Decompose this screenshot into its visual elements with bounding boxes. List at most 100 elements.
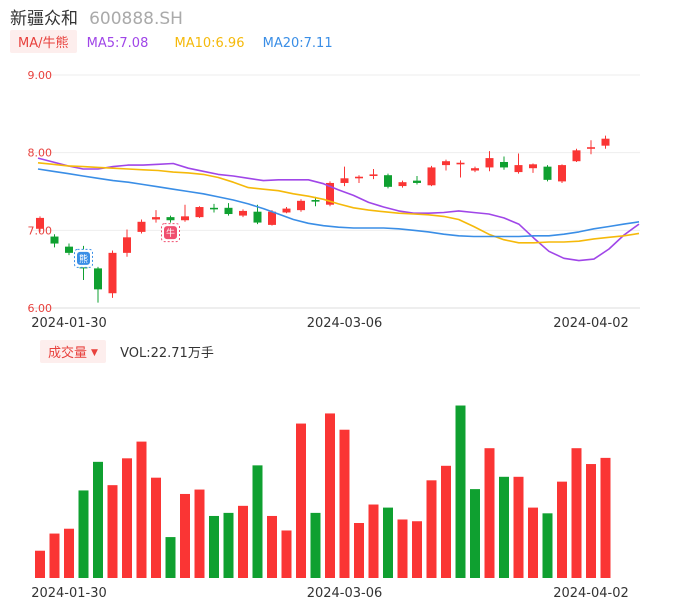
volume-bar — [93, 461, 103, 578]
candle-body — [572, 150, 581, 162]
candle-body — [326, 182, 334, 205]
volume-bar — [499, 476, 509, 578]
candle-body — [224, 207, 233, 215]
volume-bar — [339, 429, 350, 578]
candle-body — [587, 147, 595, 149]
candle-body — [311, 200, 320, 202]
bull-marker: 牛 — [161, 223, 180, 243]
x-tick-label: 2024-01-30 — [31, 586, 107, 601]
candle — [224, 203, 233, 216]
candle-body — [369, 174, 378, 176]
volume-bar — [223, 512, 234, 578]
volume-bar — [383, 507, 393, 578]
candle-body — [123, 237, 131, 253]
candle — [210, 203, 218, 213]
marker-label: 牛 — [166, 227, 175, 239]
candle — [572, 148, 581, 162]
volume-bar — [484, 448, 495, 578]
x-tick-label: 2024-03-06 — [307, 586, 383, 601]
volume-bar — [470, 489, 480, 578]
candle-body — [253, 211, 262, 223]
volume-bar — [194, 489, 205, 578]
candle-body — [427, 167, 436, 186]
marker-badge — [77, 251, 90, 265]
candle — [543, 165, 552, 182]
volume-bar — [310, 512, 321, 578]
candle — [500, 156, 508, 170]
volume-value: VOL:22.71万手 — [120, 346, 214, 361]
candle — [355, 175, 363, 183]
ma20-line — [37, 168, 640, 238]
volume-bar — [513, 476, 524, 578]
candle — [137, 219, 146, 234]
volume-bar — [151, 477, 161, 578]
candle — [195, 206, 204, 218]
candle — [587, 140, 595, 155]
price-x-axis: 2024-01-30 2024-03-06 2024-04-02 — [31, 316, 629, 331]
candle — [311, 196, 320, 207]
candle-body — [471, 168, 479, 171]
price-grid — [32, 74, 640, 309]
volume-bar — [397, 519, 408, 578]
volume-bar — [238, 505, 248, 578]
candle-body — [529, 164, 537, 169]
candle-body — [181, 216, 189, 221]
candle-body — [384, 175, 392, 187]
ma-legend: MA/牛熊 MA5:7.08 MA10:6.96 MA20:7.11 — [10, 30, 333, 54]
candle — [94, 266, 102, 303]
candle-body — [94, 268, 102, 290]
stock-code: 600888.SH — [89, 9, 183, 29]
candle-body — [485, 158, 494, 168]
candle-body — [340, 178, 349, 183]
caret-down-icon: ▼ — [91, 348, 98, 358]
candle — [268, 210, 276, 226]
indicator-selector[interactable]: MA/牛熊 — [10, 30, 77, 53]
candlestick-series — [36, 135, 610, 303]
candle-body — [268, 211, 276, 225]
volume-bar — [64, 528, 74, 578]
stock-header: 新疆众和 600888.SH — [10, 4, 183, 29]
candle — [471, 166, 479, 173]
volume-series — [35, 405, 611, 578]
x-tick-label: 2024-04-02 — [553, 586, 629, 601]
price-y-axis: 6.007.008.009.00 — [28, 69, 53, 315]
candle — [485, 151, 494, 172]
volume-bar — [354, 523, 364, 578]
volume-bar — [49, 533, 60, 578]
volume-bar — [542, 513, 553, 578]
volume-bar — [267, 515, 277, 578]
volume-bar — [368, 504, 379, 578]
candle — [456, 160, 465, 178]
candle — [413, 175, 421, 185]
candle-body — [210, 207, 218, 210]
candle — [123, 229, 131, 257]
volume-label: 成交量 — [48, 346, 88, 361]
candle — [514, 153, 523, 174]
candle — [253, 204, 262, 225]
candle-body — [282, 208, 291, 213]
volume-bar — [296, 423, 306, 578]
candle-body — [152, 217, 160, 220]
volume-bar — [252, 465, 263, 578]
candle-body — [543, 166, 552, 180]
candle-body — [166, 217, 175, 221]
candle — [369, 168, 378, 180]
candle-body — [355, 176, 363, 179]
y-tick-label: 9.00 — [28, 69, 53, 82]
volume-bar — [455, 405, 466, 578]
x-tick-label: 2024-04-02 — [553, 316, 629, 331]
bull-bear-markers: 熊牛 — [74, 223, 180, 268]
ma10-line — [37, 162, 640, 244]
candle — [340, 166, 349, 187]
candle-body — [456, 162, 465, 165]
stock-name: 新疆众和 — [10, 9, 78, 29]
candle-body — [413, 180, 421, 183]
candle-body — [514, 165, 523, 173]
candle — [181, 204, 189, 222]
volume-indicator-selector[interactable]: 成交量 ▼ — [40, 340, 106, 363]
ma-lines — [37, 157, 640, 262]
x-tick-label: 2024-01-30 — [31, 316, 107, 331]
ma20-label: MA20:7.11 — [262, 36, 333, 51]
candle — [398, 180, 407, 188]
